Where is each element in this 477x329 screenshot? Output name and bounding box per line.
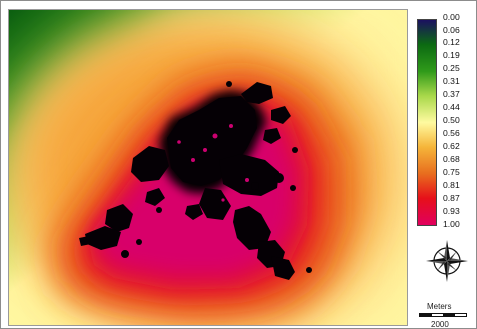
legend-label-0: 0.00 (443, 12, 460, 22)
legend-label-8: 0.50 (443, 115, 460, 125)
legend-label-10: 0.62 (443, 141, 460, 151)
legend-label-12: 0.75 (443, 167, 460, 177)
legend-label-9: 0.56 (443, 128, 460, 138)
legend-colorbar (417, 19, 437, 226)
legend-label-11: 0.68 (443, 154, 460, 164)
legend-label-6: 0.37 (443, 89, 460, 99)
legend-label-7: 0.44 (443, 102, 460, 112)
legend-label-15: 0.93 (443, 206, 460, 216)
scale-value-label: 2000 (431, 320, 449, 329)
legend-label-14: 0.87 (443, 193, 460, 203)
scale-bar (419, 313, 467, 317)
suitability-raster (9, 10, 407, 325)
legend-label-2: 0.12 (443, 37, 460, 47)
legend-label-1: 0.06 (443, 25, 460, 35)
legend-label-3: 0.19 (443, 50, 460, 60)
scale-unit-label: Meters (427, 302, 452, 311)
suitability-map (8, 9, 408, 326)
legend-label-4: 0.25 (443, 63, 460, 73)
urban-fringe (177, 124, 249, 202)
legend: 0.00 0.06 0.12 0.19 0.25 0.31 0.37 0.44 … (411, 9, 472, 329)
compass-rose-icon (426, 240, 468, 282)
legend-label-13: 0.81 (443, 180, 460, 190)
legend-label-5: 0.31 (443, 76, 460, 86)
legend-label-16: 1.00 (443, 219, 460, 229)
urban-area (79, 81, 312, 280)
